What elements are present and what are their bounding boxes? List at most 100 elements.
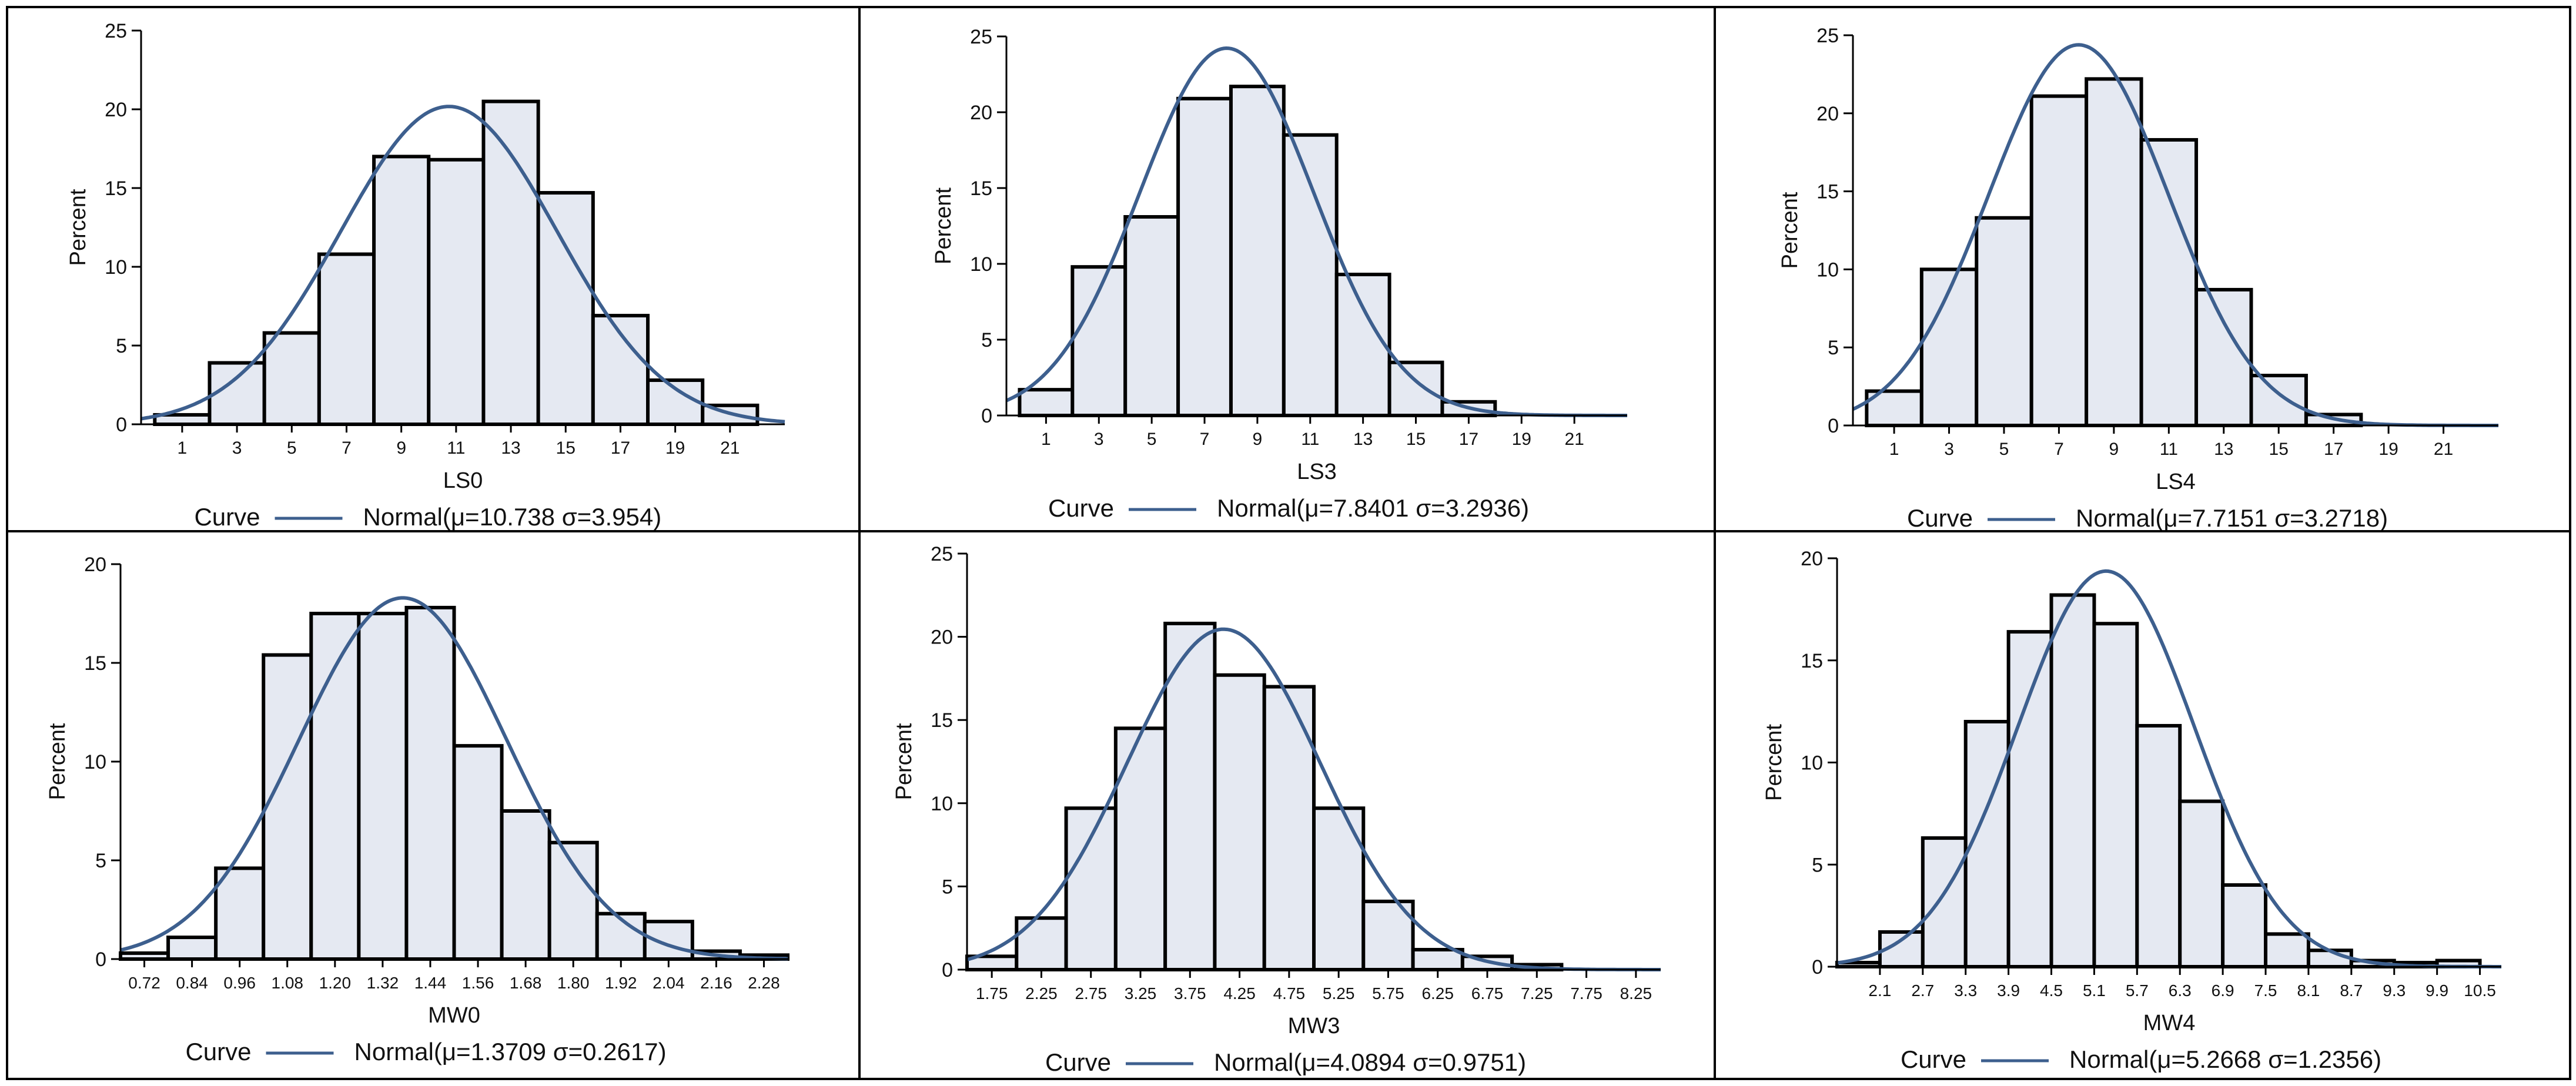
y-tick-label: 5 [116,335,127,357]
y-tick-label: 0 [942,959,953,981]
x-tick-label: 11 [2160,440,2178,459]
histogram-bar [1213,673,1266,971]
histogram-bar [404,605,456,961]
x-tick-label: 3.3 [1954,981,1977,1000]
histogram-bar [1262,685,1316,972]
y-tick-label: 15 [105,177,127,200]
y-tick-label: 20 [84,554,106,576]
y-tick-label: 0 [981,405,992,427]
normal-curve-line [140,105,785,424]
y-tick-label: 5 [981,329,992,351]
histogram-bar [1334,273,1391,417]
y-tick-label: 10 [1816,259,1839,281]
normal-curve-line [966,627,1661,971]
y-axis-title: Percent [1778,192,1802,269]
y-tick-label: 20 [1816,103,1839,125]
histogram-bar [536,191,595,426]
y-tick-label: 10 [1801,752,1823,775]
x-tick-label: 1.80 [557,974,590,992]
histogram-bar [2029,94,2089,428]
histogram-bar [2092,622,2139,968]
y-tick-label: 15 [931,709,953,732]
x-tick-label: 2.7 [1911,981,1934,1000]
legend: Curve Normal(μ=1.3709 σ=0.2617) [185,1038,666,1065]
y-tick-label: 5 [95,850,106,872]
x-axis-title: MW0 [428,1003,480,1028]
x-tick-label: 21 [720,438,740,458]
x-tick-label: 1.08 [272,974,304,992]
legend: Curve Normal(μ=10.738 σ=3.954) [194,503,661,531]
histogram-bar [1411,948,1464,971]
x-tick-label: 15 [556,438,576,458]
histogram-bar [1919,267,1979,427]
y-axis-title: Percent [66,189,91,266]
x-tick-label: 4.75 [1273,984,1306,1003]
x-tick-label: 3 [1944,440,1954,459]
x-tick-label: 1.32 [367,974,399,992]
histogram-panel-mw3: 0 5 10 15 20 25 1.75 2.25 2.75 3.25 3.75 4.25 4.75 5.… [858,530,1716,1080]
x-tick-label: 1.44 [414,974,447,992]
x-tick-label: 3.9 [1997,981,2020,1000]
x-tick-label: 6.25 [1421,984,1454,1003]
normal-curve-line [1005,46,1627,417]
histogram-bar [2264,932,2310,969]
histogram-bar [1282,133,1339,417]
legend: Curve Normal(μ=4.0894 σ=0.9751) [1045,1048,1526,1076]
histogram-bar [1176,96,1233,417]
x-tick-label: 1 [178,438,188,458]
y-tick-label: 10 [931,793,953,815]
y-axis-title: Percent [931,187,956,264]
histogram-bar [2139,138,2199,427]
x-tick-label: 9 [396,438,406,458]
x-tick-label: 2.28 [748,974,780,992]
x-tick-label: 5.75 [1372,984,1404,1003]
x-tick-label: 11 [1301,430,1319,449]
y-tick-label: 0 [1828,415,1839,437]
y-tick-label: 25 [1816,25,1839,47]
histogram-bar [2178,799,2225,969]
normal-curve-line [1836,569,2501,968]
x-tick-label: 7 [2054,440,2064,459]
histogram-bar [500,809,551,961]
y-tick-label: 10 [970,253,992,276]
x-tick-label: 11 [447,438,465,458]
legend-label: Normal(μ=4.0894 σ=0.9751) [1214,1048,1526,1076]
histogram-bar [214,866,266,961]
x-tick-label: 21 [1564,430,1584,449]
histogram-bar [262,653,313,961]
x-tick-label: 21 [2434,440,2453,459]
histogram-bar [357,612,409,961]
x-tick-label: 2.1 [1868,981,1891,1000]
x-tick-label: 4.5 [2040,981,2063,1000]
x-axis-title: LS4 [2156,470,2196,494]
y-axis-title: Percent [1762,724,1787,801]
x-tick-label: 0.72 [128,974,160,992]
histogram-bar [1163,621,1217,971]
histogram-bar [452,744,504,961]
histogram-bar [1113,726,1167,971]
x-axis-title: MW3 [1288,1014,1340,1038]
x-tick-label: 5.25 [1323,984,1355,1003]
y-tick-label: 15 [1801,650,1823,672]
histogram-bar [1312,806,1366,972]
histogram-bar [1064,806,1118,972]
legend-label: Normal(μ=7.7151 σ=3.2718) [2076,504,2388,532]
y-tick-label: 5 [942,876,953,898]
y-tick-label: 5 [1812,854,1823,876]
x-tick-label: 2.25 [1025,984,1058,1003]
x-tick-label: 7.75 [1570,984,1603,1003]
x-tick-label: 0.84 [176,974,208,992]
y-tick-label: 20 [970,102,992,124]
x-tick-label: 7.5 [2254,981,2277,1000]
histogram-bar [547,840,599,961]
y-tick-label: 0 [95,948,106,971]
y-tick-label: 5 [1828,337,1839,359]
x-tick-label: 7 [1200,430,1210,449]
x-tick-label: 5 [1147,430,1157,449]
x-tick-label: 19 [2378,440,2398,459]
x-tick-label: 8.1 [2297,981,2320,1000]
y-tick-label: 10 [105,256,127,279]
legend-label: Normal(μ=7.8401 σ=3.2936) [1217,494,1529,522]
